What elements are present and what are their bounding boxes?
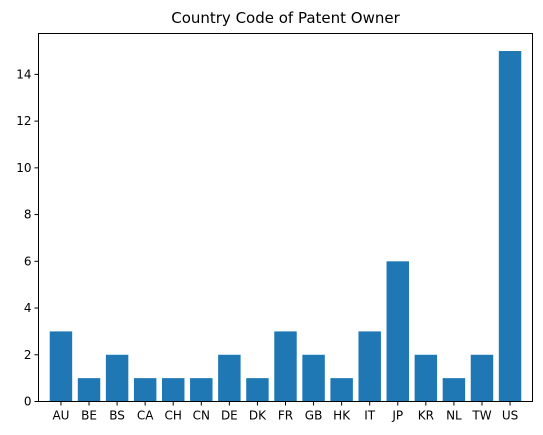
y-tick-label: 12 xyxy=(16,114,31,128)
bar-dk xyxy=(246,378,269,402)
bar-hk xyxy=(330,378,353,402)
y-axis-ticks: 0 2 4 6 8 10 12 14 xyxy=(16,67,39,409)
x-tick-label: DK xyxy=(249,409,267,423)
plot-frame xyxy=(38,33,533,402)
x-tick-label: IT xyxy=(364,409,376,423)
x-tick-label: CH xyxy=(165,409,182,423)
y-tick-label: 2 xyxy=(24,348,32,362)
x-tick-label: BS xyxy=(109,409,125,423)
x-tick-label: NL xyxy=(446,409,462,423)
x-tick-label: BE xyxy=(81,409,97,423)
x-tick-label: KR xyxy=(418,409,434,423)
x-tick-label: CN xyxy=(193,409,210,423)
y-tick-label: 14 xyxy=(16,67,31,81)
bar-kr xyxy=(414,354,438,402)
y-tick-label: 4 xyxy=(24,301,32,315)
bars-group xyxy=(49,51,522,402)
bar-nl xyxy=(442,378,466,402)
y-tick-label: 6 xyxy=(24,254,32,268)
bar-jp xyxy=(386,261,409,402)
y-tick-label: 0 xyxy=(24,395,32,409)
y-tick-label: 8 xyxy=(24,208,32,222)
x-tick-label: AU xyxy=(52,409,69,423)
x-tick-label: CA xyxy=(137,409,154,423)
y-tick-label: 10 xyxy=(16,161,31,175)
x-tick-label: TW xyxy=(471,409,491,423)
x-tick-label: FR xyxy=(278,409,293,423)
bar-bs xyxy=(105,354,129,402)
bar-be xyxy=(77,378,101,402)
bar-gb xyxy=(302,354,325,402)
chart-title: Country Code of Patent Owner xyxy=(171,9,400,27)
bar-ch xyxy=(162,378,185,402)
x-tick-label: US xyxy=(502,409,518,423)
x-tick-label: DE xyxy=(221,409,238,423)
x-tick-label: HK xyxy=(333,409,351,423)
bar-fr xyxy=(274,331,297,402)
x-tick-label: GB xyxy=(305,409,323,423)
bar-au xyxy=(49,331,73,402)
bar-us xyxy=(498,51,522,402)
bar-tw xyxy=(470,354,494,402)
bar-it xyxy=(358,331,381,402)
bar-cn xyxy=(190,378,213,402)
x-axis-ticks: AU BE BS CA CH CN DE DK FR GB HK IT JP KR NL TW US xyxy=(52,401,518,423)
bar-ca xyxy=(133,378,157,402)
x-tick-label: JP xyxy=(391,409,403,423)
bar-de xyxy=(218,354,241,402)
